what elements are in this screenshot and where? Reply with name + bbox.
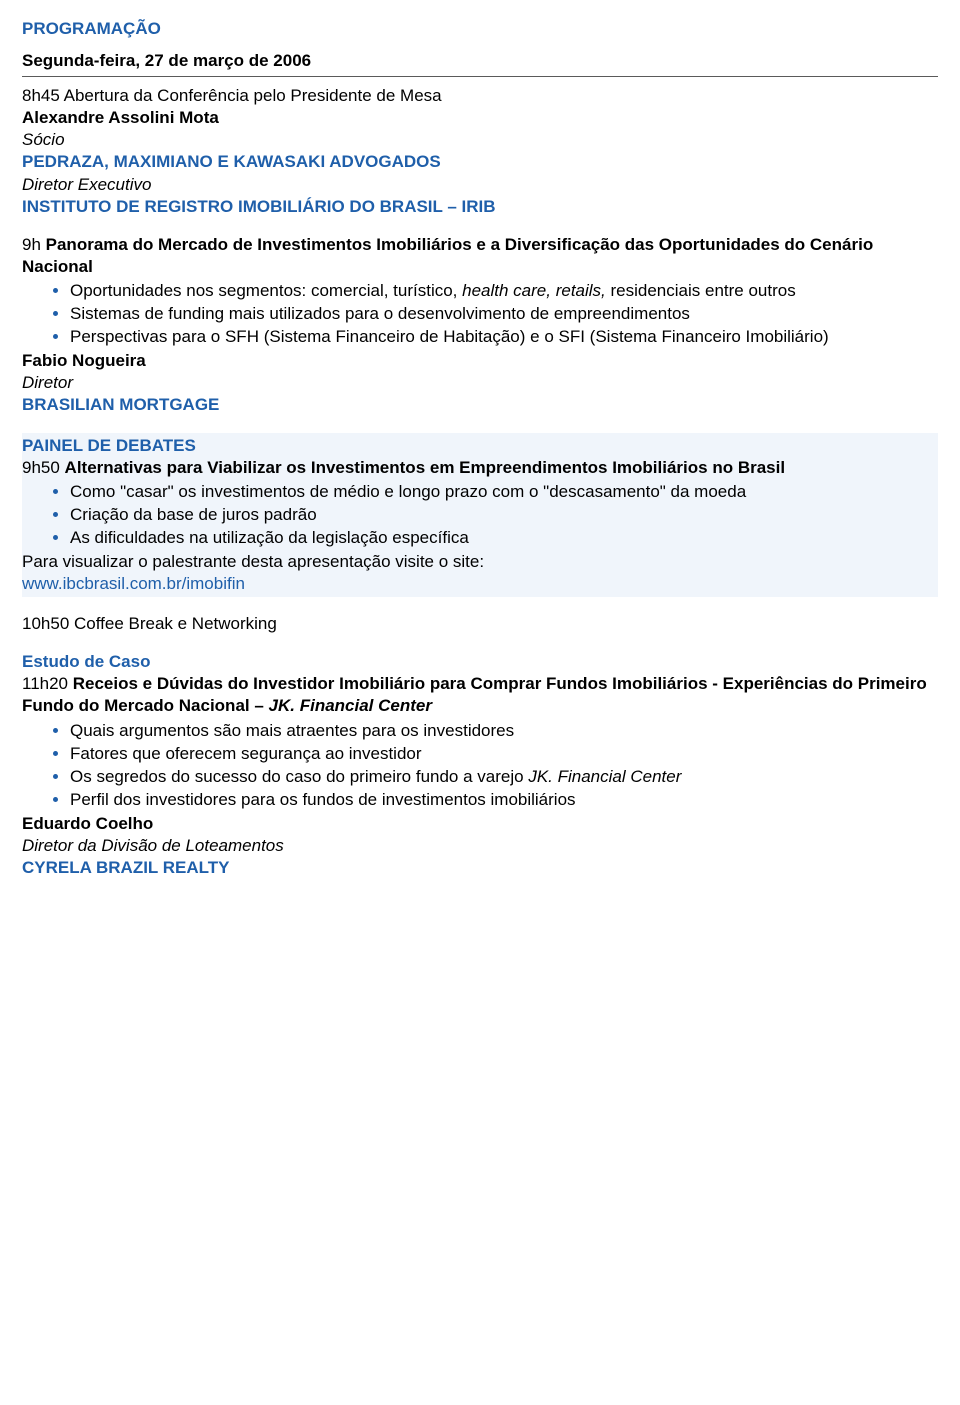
s2-heading: 9h Panorama do Mercado de Investimentos … <box>22 234 938 278</box>
s2-time: 9h <box>22 235 46 254</box>
s3-b3: As dificuldades na utilização da legisla… <box>70 527 938 549</box>
s5-title-b: JK. Financial Center <box>269 696 432 715</box>
s3-heading: 9h50 Alternativas para Viabilizar os Inv… <box>22 457 938 479</box>
s2-title: Panorama do Mercado de Investimentos Imo… <box>22 235 873 276</box>
s3-time: 9h50 <box>22 458 65 477</box>
s2-role: Diretor <box>22 372 938 394</box>
session-3: PAINEL DE DEBATES 9h50 Alternativas para… <box>22 433 938 598</box>
s5-bullets: Quais argumentos são mais atraentes para… <box>22 720 938 811</box>
s5-b3a: Os segredos do sucesso do caso do primei… <box>70 767 528 786</box>
s3-link[interactable]: www.ibcbrasil.com.br/imobifin <box>22 573 938 595</box>
date-line: Segunda-feira, 27 de março de 2006 <box>22 50 938 72</box>
session-2: 9h Panorama do Mercado de Investimentos … <box>22 234 938 417</box>
s3-note: Para visualizar o palestrante desta apre… <box>22 551 938 573</box>
s1-org1: PEDRAZA, MAXIMIANO E KAWASAKI ADVOGADOS <box>22 151 938 173</box>
program-heading: PROGRAMAÇÃO <box>22 18 938 40</box>
s5-title-a: Receios e Dúvidas do Investidor Imobiliá… <box>22 674 927 715</box>
s2-speaker-name: Fabio Nogueira <box>22 350 938 372</box>
s5-b2: Fatores que oferecem segurança ao invest… <box>70 743 938 765</box>
s5-b3b: JK. Financial Center <box>528 767 681 786</box>
session-1: 8h45 Abertura da Conferência pelo Presid… <box>22 85 938 218</box>
s3-title: Alternativas para Viabilizar os Investim… <box>65 458 786 477</box>
s2-b2: Sistemas de funding mais utilizados para… <box>70 303 938 325</box>
s1-role2: Diretor Executivo <box>22 174 938 196</box>
s2-b1c: residenciais entre outros <box>606 281 796 300</box>
s2-b1: Oportunidades nos segmentos: comercial, … <box>70 280 938 302</box>
case-study-label: Estudo de Caso <box>22 651 938 673</box>
s3-bullets: Como "casar" os investimentos de médio e… <box>22 481 938 549</box>
s3-b1: Como "casar" os investimentos de médio e… <box>70 481 938 503</box>
s5-role: Diretor da Divisão de Loteamentos <box>22 835 938 857</box>
s1-speaker-name: Alexandre Assolini Mota <box>22 107 938 129</box>
s1-role: Sócio <box>22 129 938 151</box>
s2-bullets: Oportunidades nos segmentos: comercial, … <box>22 280 938 348</box>
coffee-break: 10h50 Coffee Break e Networking <box>22 613 938 635</box>
s5-time: 11h20 <box>22 674 73 693</box>
s5-heading: 11h20 Receios e Dúvidas do Investidor Im… <box>22 673 938 717</box>
s5-b3: Os segredos do sucesso do caso do primei… <box>70 766 938 788</box>
s1-org2: INSTITUTO DE REGISTRO IMOBILIÁRIO DO BRA… <box>22 196 938 218</box>
s1-time-title: 8h45 Abertura da Conferência pelo Presid… <box>22 85 938 107</box>
s5-org: CYRELA BRAZIL REALTY <box>22 857 938 879</box>
s5-speaker-name: Eduardo Coelho <box>22 813 938 835</box>
s5-b4: Perfil dos investidores para os fundos d… <box>70 789 938 811</box>
s2-b3: Perspectivas para o SFH (Sistema Finance… <box>70 326 938 348</box>
panel-label: PAINEL DE DEBATES <box>22 435 938 457</box>
divider <box>22 76 938 77</box>
s2-b1b: health care, retails, <box>462 281 606 300</box>
s5-b1: Quais argumentos são mais atraentes para… <box>70 720 938 742</box>
s2-b1a: Oportunidades nos segmentos: comercial, … <box>70 281 462 300</box>
s2-org: BRASILIAN MORTGAGE <box>22 394 938 416</box>
s3-b2: Criação da base de juros padrão <box>70 504 938 526</box>
session-5: Estudo de Caso 11h20 Receios e Dúvidas d… <box>22 651 938 879</box>
